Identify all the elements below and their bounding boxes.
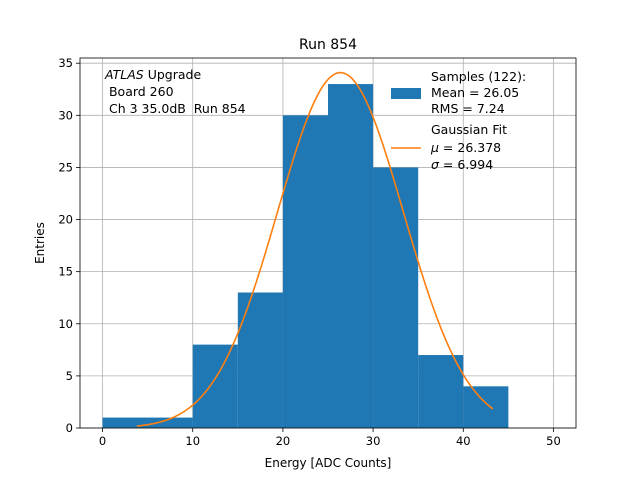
legend-sigma-value: = 6.994 <box>439 157 493 172</box>
legend-fit-mu: μ = 26.378 <box>430 140 501 155</box>
legend: Samples (122): Mean = 26.05 RMS = 7.24 G… <box>391 69 526 172</box>
info-box: ATLAS Upgrade Board 260 Ch 3 35.0dB Run … <box>104 67 246 116</box>
y-tick-label: 25 <box>58 160 73 174</box>
info-line-board: Board 260 <box>105 84 174 99</box>
x-axis-ticks: 0 10 20 30 40 50 <box>99 428 561 448</box>
info-line-channel-run: Ch 3 35.0dB Run 854 <box>105 101 246 116</box>
x-tick-label: 40 <box>456 434 471 448</box>
x-tick-label: 20 <box>276 434 291 448</box>
y-axis-ticks: 0 5 10 15 20 25 30 35 <box>58 56 80 435</box>
legend-samples-label: Samples (122): <box>431 69 526 84</box>
histogram-bar <box>102 417 193 428</box>
y-tick-label: 0 <box>66 421 73 435</box>
legend-mu-value: = 26.378 <box>439 140 501 155</box>
histogram-bar <box>237 292 283 428</box>
info-atlas-italic: ATLAS <box>104 67 144 82</box>
histogram-bar <box>463 386 509 428</box>
x-tick-label: 50 <box>546 434 561 448</box>
legend-fit-label: Gaussian Fit <box>431 122 507 137</box>
x-tick-label: 30 <box>366 434 381 448</box>
y-tick-label: 35 <box>58 56 73 70</box>
gaussian-fit-curve <box>136 71 494 427</box>
y-tick-label: 15 <box>58 265 73 279</box>
histogram-bar <box>328 84 374 428</box>
legend-samples-rms: RMS = 7.24 <box>431 101 505 116</box>
y-axis-label: Entries <box>33 222 47 264</box>
x-tick-label: 10 <box>185 434 200 448</box>
y-tick-label: 20 <box>58 213 73 227</box>
info-upgrade: Upgrade <box>144 67 202 82</box>
legend-samples-swatch <box>391 88 421 99</box>
legend-sigma-symbol: σ <box>431 157 440 172</box>
y-tick-label: 5 <box>66 369 73 383</box>
x-axis-label: Energy [ADC Counts] <box>265 456 392 470</box>
y-tick-label: 30 <box>58 108 73 122</box>
info-line-experiment: ATLAS Upgrade <box>104 67 201 82</box>
legend-mu-symbol: μ <box>430 140 439 155</box>
y-tick-label: 10 <box>58 317 73 331</box>
histogram-bar <box>192 344 238 428</box>
chart-title: Run 854 <box>299 37 357 53</box>
legend-samples-mean: Mean = 26.05 <box>431 85 519 100</box>
histogram-bar <box>373 167 419 428</box>
histogram-bar <box>282 115 328 428</box>
plot-frame <box>79 57 577 429</box>
histogram-bar <box>418 355 464 428</box>
histogram-bars <box>102 84 509 428</box>
x-tick-label: 0 <box>99 434 106 448</box>
legend-fit-sigma: σ = 6.994 <box>431 157 493 172</box>
